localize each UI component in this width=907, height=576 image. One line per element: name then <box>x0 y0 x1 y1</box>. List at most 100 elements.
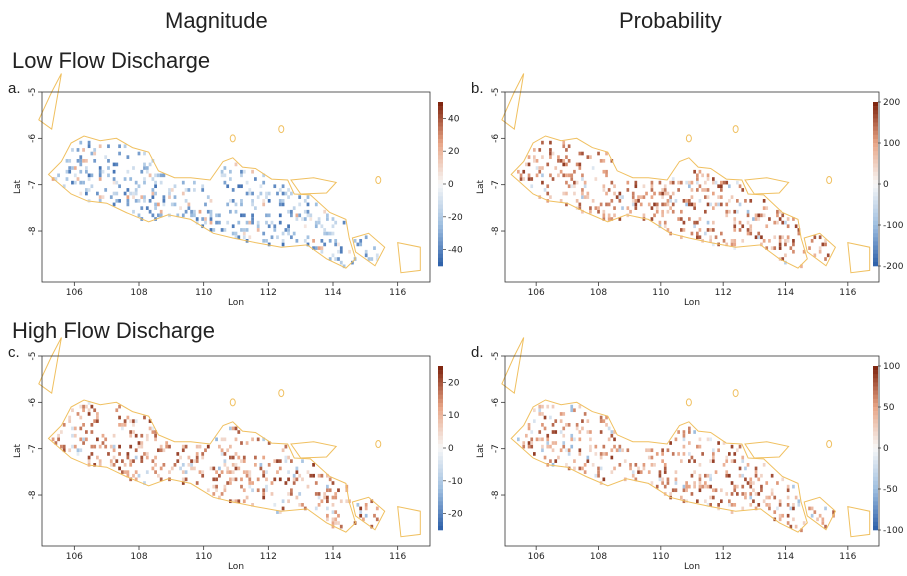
data-cell <box>134 477 138 482</box>
data-cell <box>79 191 83 196</box>
data-cell <box>151 466 155 471</box>
data-cell <box>284 455 288 460</box>
data-cell <box>87 408 91 413</box>
data-cell <box>541 444 544 449</box>
data-cell <box>538 169 542 174</box>
data-cell <box>530 441 534 445</box>
data-cell <box>181 477 185 482</box>
data-cell <box>370 499 374 504</box>
data-cell <box>212 477 216 482</box>
data-cell <box>754 506 758 511</box>
data-cell <box>776 213 779 218</box>
data-cell <box>331 481 335 485</box>
data-cell <box>148 419 152 423</box>
y-tick-label: -6 <box>28 398 38 407</box>
data-cell <box>303 209 307 214</box>
data-cell <box>132 419 135 423</box>
colorbar-step <box>873 427 878 432</box>
data-cell <box>148 162 152 167</box>
data-cell <box>159 173 163 178</box>
data-cell <box>98 444 102 449</box>
data-cell <box>339 249 343 254</box>
data-cell <box>143 177 146 181</box>
data-cell <box>262 180 266 185</box>
data-cell <box>802 521 806 525</box>
data-cell <box>254 455 257 460</box>
y-tick-label: -5 <box>28 88 38 97</box>
data-cell <box>184 188 188 192</box>
data-cell <box>73 166 77 170</box>
data-cell <box>73 426 77 431</box>
data-cell <box>800 528 803 533</box>
data-cell <box>613 206 616 210</box>
data-cell <box>781 513 785 518</box>
data-cell <box>137 444 141 449</box>
map-panel-c: 106 108 110 112 114 116-5-6-7-8LonLat20100-10… <box>13 337 463 572</box>
colorbar-step <box>438 212 443 218</box>
data-cell <box>618 217 622 221</box>
data-cell <box>168 195 171 199</box>
colorbar-step <box>438 110 443 115</box>
data-cell <box>712 180 715 185</box>
data-cell <box>551 177 555 181</box>
data-cell <box>738 473 742 478</box>
data-cell <box>115 459 119 463</box>
data-cell <box>781 213 785 218</box>
data-cell <box>112 463 116 467</box>
data-cell <box>818 513 822 518</box>
data-cell <box>671 180 675 185</box>
colorbar-step <box>438 456 443 461</box>
java-coastline <box>510 399 808 533</box>
data-cell <box>597 473 600 478</box>
data-cell <box>334 495 338 500</box>
data-cell <box>267 191 271 196</box>
data-cell <box>591 463 595 467</box>
data-cell <box>334 521 338 525</box>
data-cell <box>631 470 635 474</box>
data-cell <box>757 477 761 482</box>
data-cell <box>328 257 332 261</box>
data-cell <box>776 506 779 511</box>
map-panel-b: 106 108 110 112 114 116-5-6-7-8LonLat2001000-… <box>476 73 904 308</box>
data-cell <box>693 459 696 463</box>
data-cell <box>234 477 238 482</box>
colorbar-step <box>438 525 443 531</box>
data-cell <box>573 169 576 174</box>
data-cell <box>725 459 729 463</box>
data-cell <box>602 213 606 218</box>
data-cell <box>602 169 606 174</box>
data-cell <box>709 228 712 232</box>
data-cell <box>701 484 704 489</box>
data-cell <box>326 517 329 522</box>
data-cell <box>736 209 739 214</box>
data-cell <box>181 180 185 185</box>
colorbar-step <box>873 212 878 218</box>
colorbar-step <box>438 468 443 473</box>
data-cell <box>527 162 531 167</box>
colorbar-step <box>873 452 878 457</box>
data-cell <box>693 202 696 207</box>
data-cell <box>204 220 207 225</box>
data-cell <box>295 477 299 482</box>
data-cell <box>706 202 710 207</box>
data-cell <box>749 492 753 496</box>
data-cell <box>682 437 686 442</box>
data-cell <box>273 184 277 189</box>
data-cell <box>717 184 720 189</box>
data-cell <box>201 184 205 189</box>
data-cell <box>567 173 571 178</box>
data-cell <box>129 419 133 423</box>
data-cell <box>599 419 603 423</box>
data-cell <box>109 195 113 199</box>
data-cell <box>634 206 638 210</box>
x-tick-label: 116 <box>389 552 406 562</box>
data-cell <box>575 426 579 431</box>
data-cell <box>265 220 268 225</box>
data-cell <box>578 166 582 170</box>
data-cell <box>276 191 279 196</box>
data-cell <box>757 235 761 240</box>
sumatra-coastline <box>501 73 525 130</box>
data-cell <box>733 209 737 214</box>
data-cell <box>79 159 83 163</box>
data-cell <box>190 213 193 218</box>
